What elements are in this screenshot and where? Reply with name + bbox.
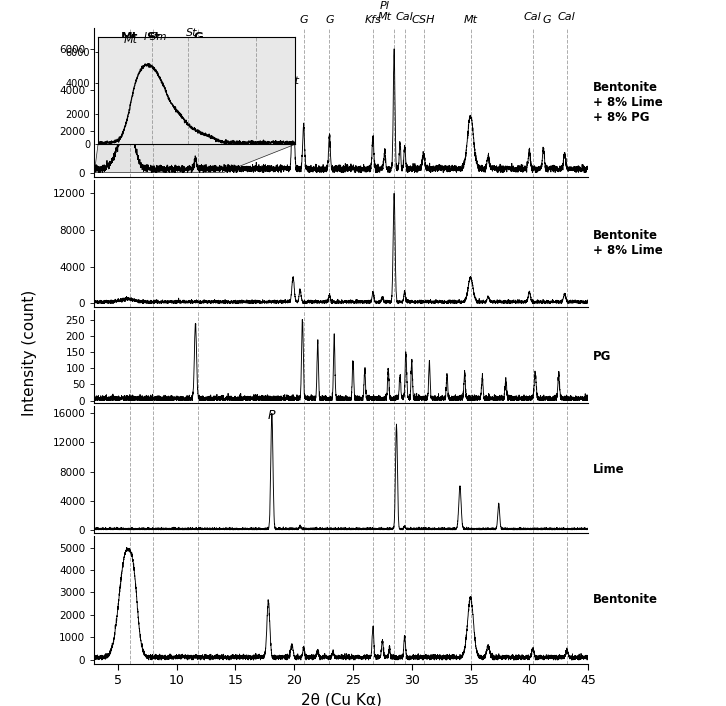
Text: Bentonite
+ 8% Lime
+ 8% PG: Bentonite + 8% Lime + 8% PG — [593, 81, 663, 124]
Text: St: St — [186, 28, 197, 37]
X-axis label: 2θ (Cu Kα): 2θ (Cu Kα) — [301, 693, 382, 706]
Text: G: G — [542, 16, 551, 25]
Text: G: G — [299, 16, 308, 25]
Text: PG: PG — [593, 350, 611, 363]
Polygon shape — [94, 144, 295, 172]
Text: Cal: Cal — [558, 13, 576, 23]
Text: Cal: Cal — [524, 13, 542, 23]
Text: Cal: Cal — [396, 13, 414, 23]
Text: G: G — [325, 16, 334, 25]
Text: Lime: Lime — [593, 463, 624, 477]
Text: P: P — [268, 409, 276, 422]
Text: Mt: Mt — [463, 16, 478, 25]
Text: St: St — [146, 31, 160, 44]
Text: Intensity (count): Intensity (count) — [22, 290, 37, 416]
Text: Bentonite
+ 8% Lime: Bentonite + 8% Lime — [593, 229, 663, 258]
Text: G: G — [193, 31, 203, 44]
Text: Mt: Mt — [121, 31, 139, 44]
Text: Kfs: Kfs — [364, 16, 381, 25]
Text: Pl: Pl — [380, 1, 390, 11]
Text: I-Sm: I-Sm — [144, 32, 167, 42]
Text: Bentonite: Bentonite — [593, 594, 658, 606]
Text: Mt: Mt — [123, 35, 137, 45]
Text: Mt: Mt — [378, 13, 392, 23]
Text: CSH: CSH — [412, 16, 436, 25]
Text: Mt: Mt — [286, 76, 300, 86]
